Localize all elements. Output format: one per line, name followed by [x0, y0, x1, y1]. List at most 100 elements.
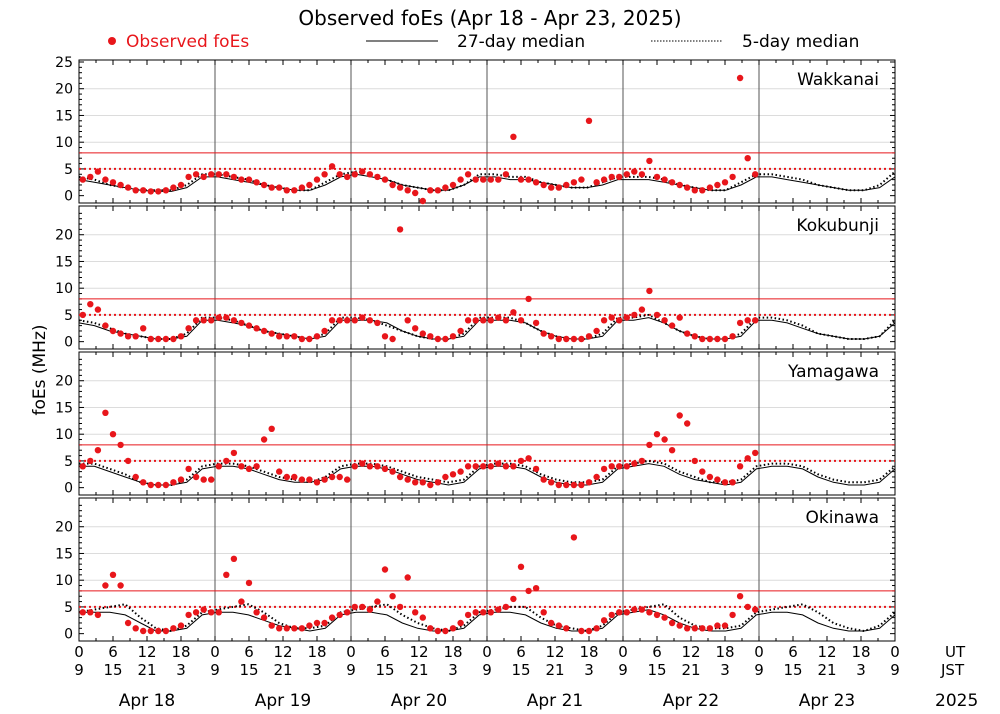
observed-point	[404, 574, 411, 581]
observed-point	[389, 181, 396, 189]
jst-tick-label: 21	[137, 661, 156, 679]
observed-point	[555, 481, 562, 489]
observed-point	[200, 317, 207, 324]
observed-point	[268, 330, 275, 337]
observed-point	[480, 463, 487, 470]
observed-point	[600, 176, 608, 183]
y-tick-label: 15	[55, 254, 73, 270]
observed-point	[525, 455, 532, 462]
observed-point	[593, 327, 600, 335]
observed-point	[359, 314, 366, 321]
observed-point	[321, 327, 328, 335]
legend: Observed foEs 27-day median 5-day median	[108, 32, 859, 52]
observed-point	[540, 330, 547, 337]
observed-point	[661, 176, 668, 183]
observed-point	[87, 457, 94, 465]
observed-point	[638, 171, 646, 178]
observed-point	[185, 465, 192, 473]
observed-point	[132, 625, 139, 632]
observed-point	[548, 619, 555, 627]
legend-5day-label: 5-day median	[742, 32, 859, 52]
observed-point	[532, 585, 540, 592]
y-tick-label: 10	[55, 573, 73, 589]
observed-point	[419, 614, 426, 621]
y-tick-label: 0	[64, 189, 73, 205]
observed-point	[389, 468, 396, 475]
observed-point	[132, 473, 139, 481]
observed-point	[721, 179, 729, 186]
panel-okinawa: 0 5 10 15 20 Okinawa	[55, 497, 896, 643]
ut-tick-label: 0	[618, 643, 628, 661]
observed-point	[192, 473, 200, 481]
observed-point	[366, 463, 374, 470]
observed-point	[223, 457, 230, 465]
ut-tick-label: 6	[244, 643, 254, 661]
jst-tick-label: 15	[511, 661, 530, 679]
observed-point	[381, 465, 389, 473]
observed-point	[419, 479, 426, 486]
observed-point	[699, 335, 706, 343]
ut-tick-label: 18	[443, 643, 462, 661]
median-27day-line	[79, 609, 896, 632]
observed-point	[94, 447, 102, 454]
observed-point	[653, 173, 661, 181]
observed-point	[449, 181, 457, 189]
observed-point	[593, 473, 600, 481]
ut-tick-label: 18	[851, 643, 870, 661]
observed-point	[570, 534, 578, 541]
observed-point	[495, 606, 502, 613]
ut-tick-label: 0	[346, 643, 356, 661]
observed-point	[200, 606, 207, 613]
jst-tick-label: 3	[856, 661, 866, 679]
observed-point	[502, 603, 510, 611]
observed-point	[464, 611, 472, 619]
observed-point	[510, 595, 517, 603]
ut-tick-label: 0	[74, 643, 84, 661]
observed-point	[487, 463, 494, 470]
observed-point	[510, 309, 517, 316]
jst-tick-label: 15	[375, 661, 394, 679]
jst-tick-label: 3	[720, 661, 730, 679]
panel-yamagawa: 0 5 10 15 20 Yamagawa	[55, 351, 896, 497]
observed-point	[109, 179, 117, 186]
observed-point	[578, 176, 585, 183]
observed-point	[714, 335, 721, 343]
observed-point	[328, 473, 336, 481]
observed-point	[344, 609, 351, 616]
observed-point	[230, 449, 238, 457]
ut-tick-label: 18	[715, 643, 734, 661]
observed-point	[396, 184, 404, 191]
observed-point	[706, 184, 714, 191]
y-tick-label: 25	[55, 55, 73, 71]
observed-point	[495, 314, 502, 321]
observed-point	[268, 425, 275, 432]
observed-point	[699, 187, 706, 194]
observed-point	[434, 627, 442, 635]
observed-point	[215, 314, 222, 321]
observed-point	[563, 481, 570, 489]
chart-title: Observed foEs (Apr 18 - Apr 23, 2025)	[298, 6, 681, 30]
ut-tick-label: 12	[681, 643, 700, 661]
observed-point	[155, 188, 162, 195]
observed-point	[208, 609, 215, 616]
observed-point	[540, 476, 547, 483]
observed-point	[646, 157, 653, 165]
observed-point	[336, 317, 343, 324]
y-tick-label: 0	[64, 627, 73, 643]
observed-point	[94, 168, 102, 175]
observed-point	[706, 335, 714, 343]
observed-point	[359, 460, 366, 467]
observed-point	[517, 176, 525, 183]
observed-point	[291, 333, 298, 340]
jst-tick-label: 9	[754, 661, 764, 679]
y-tick-label: 10	[55, 281, 73, 297]
observed-point	[578, 481, 585, 489]
observed-point	[276, 184, 283, 191]
observed-point	[381, 176, 389, 183]
observed-point	[177, 622, 185, 629]
observed-point	[245, 176, 253, 183]
observed-point	[706, 625, 714, 632]
observed-point	[366, 171, 374, 178]
observed-point	[585, 627, 593, 635]
jst-tick-label: 21	[409, 661, 428, 679]
